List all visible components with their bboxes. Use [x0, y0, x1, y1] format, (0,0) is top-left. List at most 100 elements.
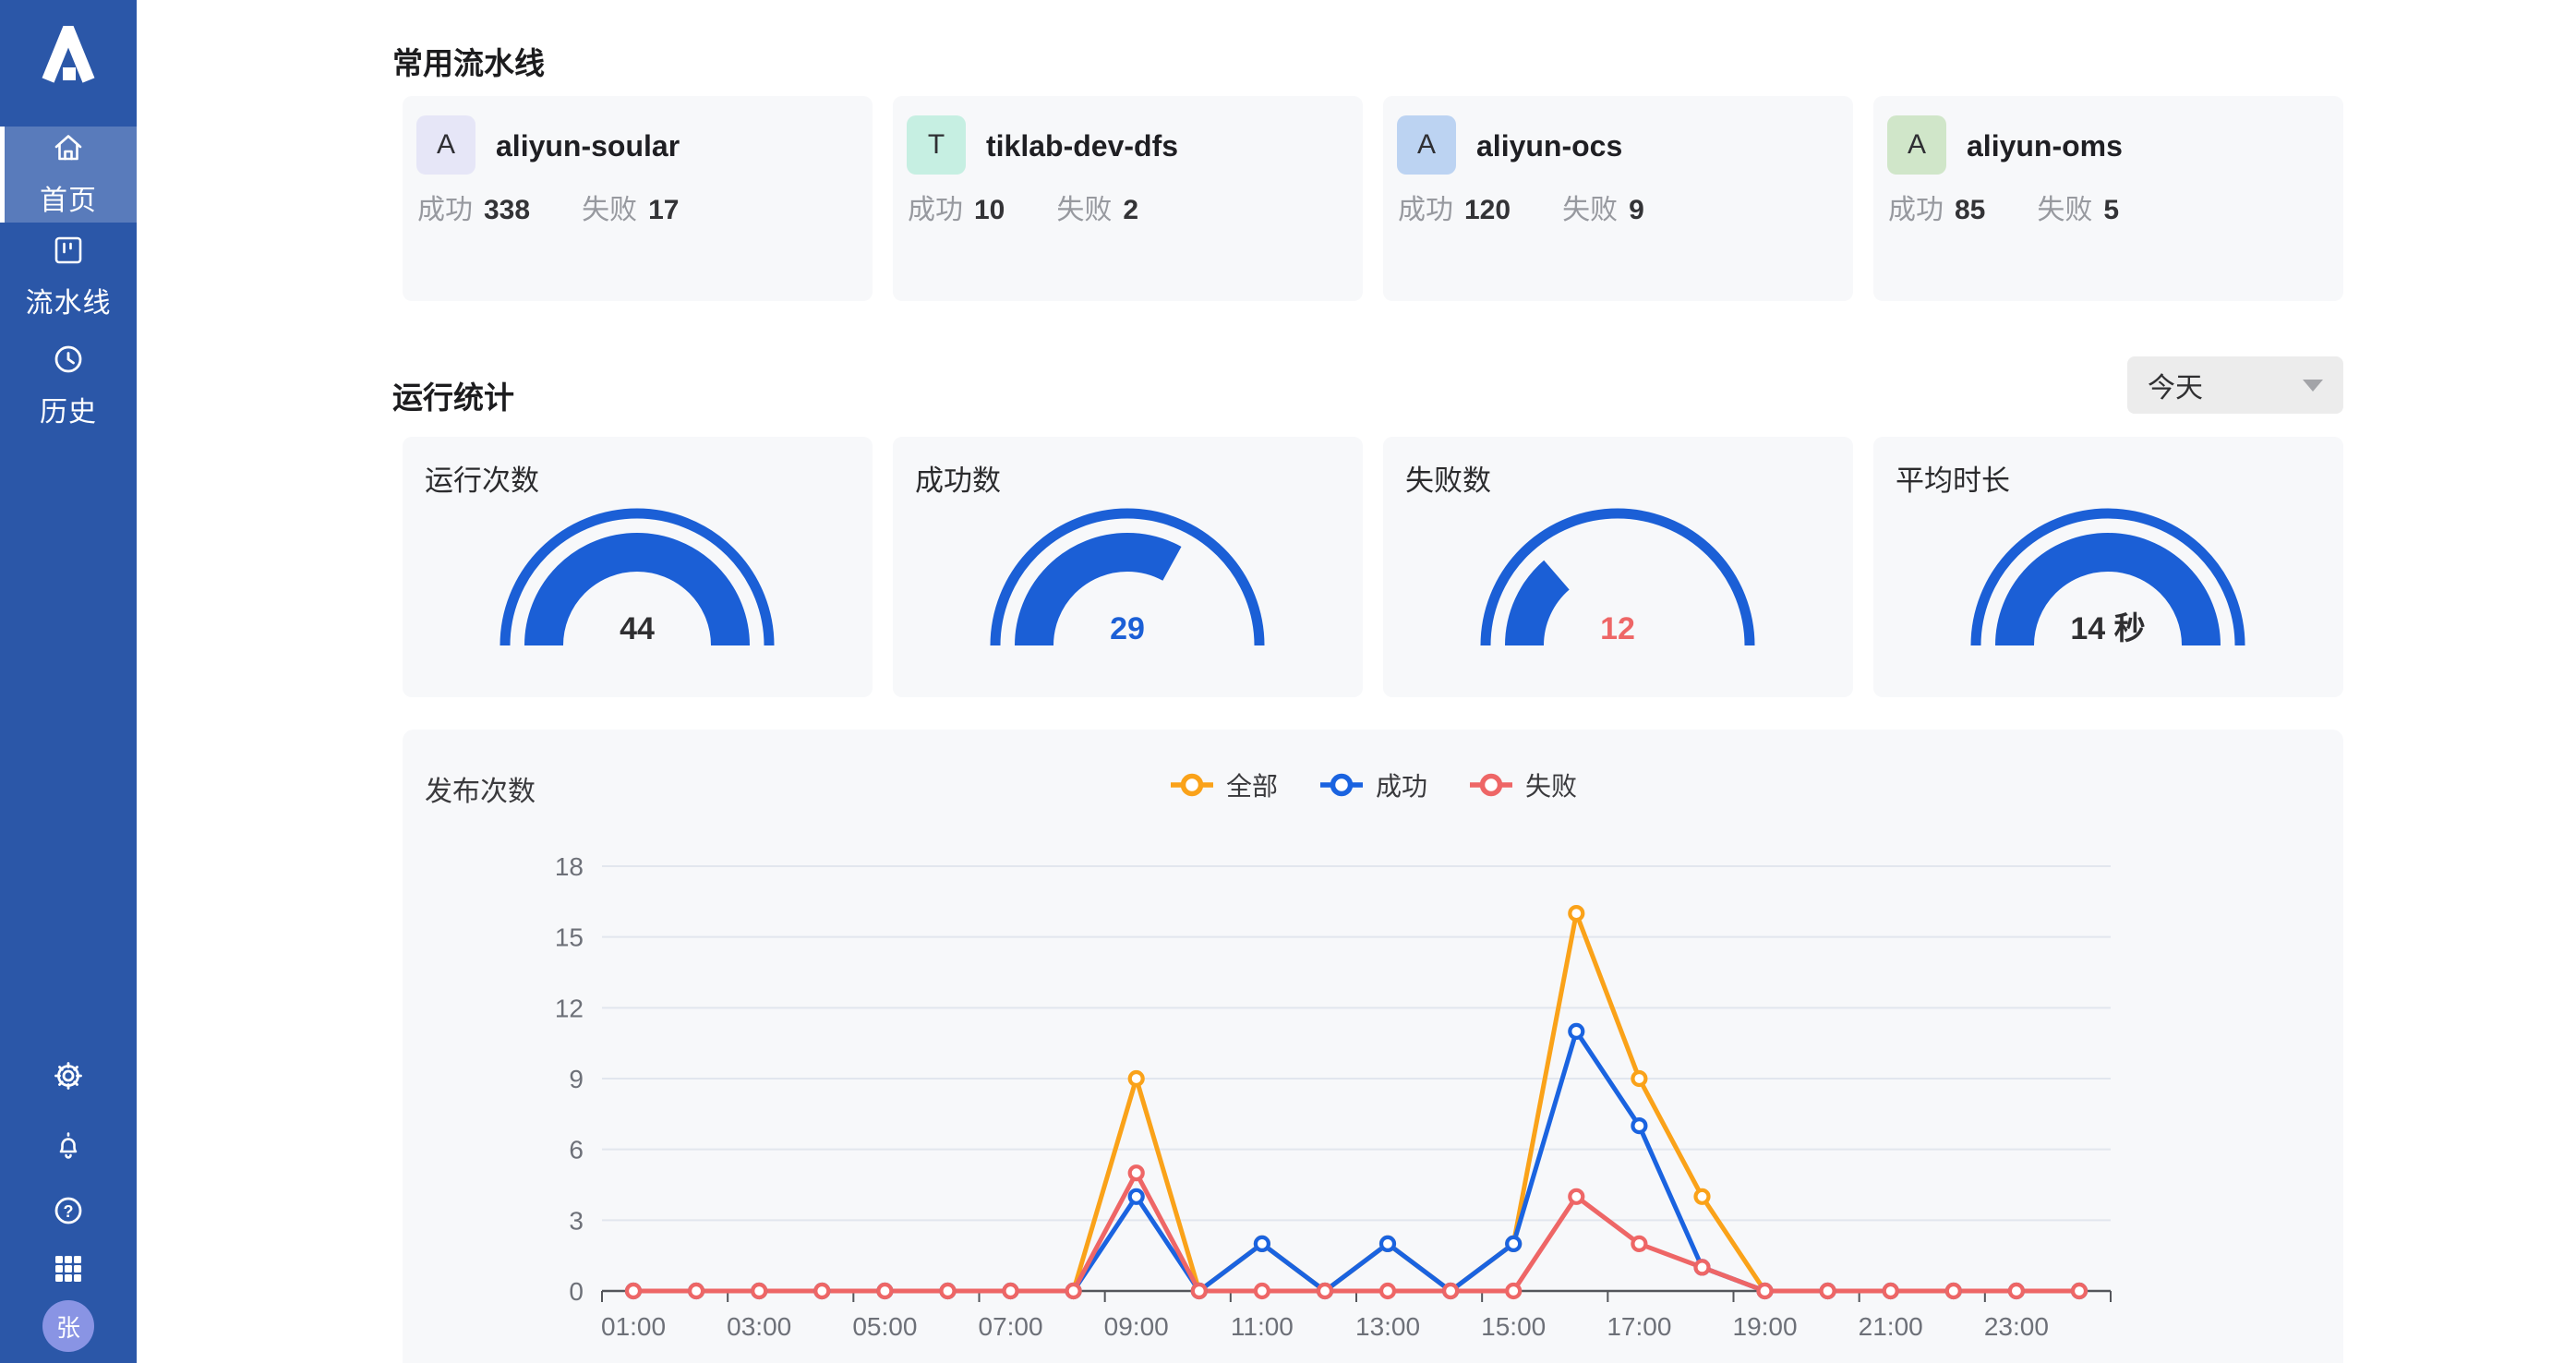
time-range-dropdown[interactable]: 今天	[2127, 356, 2343, 414]
pipeline-avatar: A	[1887, 115, 1946, 175]
legend-item-失败[interactable]: 失败	[1468, 766, 1577, 803]
pipeline-name: aliyun-soular	[496, 129, 680, 163]
fail-count: 17	[648, 195, 680, 225]
svg-text:17:00: 17:00	[1607, 1312, 1671, 1341]
apps-grid-icon[interactable]	[52, 1252, 85, 1285]
release-chart-panel: 发布次数 全部 成功 失败 0 3 6 9 12 15 18 01:00 03:00 05:00 07:…	[403, 730, 2343, 1363]
pipeline-stats: 成功 338 失败 17	[417, 187, 679, 227]
sidebar-item-label: 首页	[40, 186, 97, 216]
fail-count: 2	[1123, 195, 1139, 225]
fail-label: 失败	[582, 195, 638, 225]
svg-text:05:00: 05:00	[852, 1312, 917, 1341]
success-count: 85	[1955, 195, 1986, 225]
sidebar-item-pipeline[interactable]: 流水线	[0, 231, 137, 323]
chart-legend: 全部 成功 失败	[403, 766, 2343, 803]
pipeline-avatar: T	[907, 115, 966, 175]
gauge-cards-row: 运行次数 44 成功数 29 失败数 12 平均时长 14 秒	[403, 437, 2343, 697]
svg-text:19:00: 19:00	[1733, 1312, 1798, 1341]
success-label: 成功	[1398, 195, 1453, 225]
svg-text:15: 15	[555, 923, 584, 952]
sidebar-item-history[interactable]: 历史	[0, 340, 137, 432]
svg-text:3: 3	[569, 1206, 584, 1235]
pipeline-icon	[52, 234, 85, 271]
fail-label: 失败	[2037, 195, 2093, 225]
chart-title: 发布次数	[425, 777, 536, 807]
pipeline-name: tiklab-dev-dfs	[986, 129, 1179, 163]
help-icon[interactable]: ?	[52, 1194, 85, 1227]
pipeline-name: aliyun-ocs	[1476, 129, 1623, 163]
success-label: 成功	[417, 195, 473, 225]
svg-text:9: 9	[569, 1065, 584, 1093]
sidebar-item-home[interactable]: 首页	[0, 127, 137, 223]
legend-marker-icon	[1470, 773, 1512, 797]
fail-label: 失败	[1562, 195, 1619, 225]
success-count: 10	[974, 195, 1005, 225]
gauge-value: 29	[1110, 611, 1145, 646]
gauge-value: 14 秒	[2070, 611, 2145, 646]
user-avatar-initial: 张	[55, 1313, 80, 1342]
gauge-value: 44	[620, 611, 655, 646]
svg-text:23:00: 23:00	[1984, 1312, 2049, 1341]
gauge-chart: 14 秒	[1970, 508, 2245, 646]
legend-label: 全部	[1225, 772, 1278, 801]
svg-text:21:00: 21:00	[1859, 1312, 1923, 1341]
chevron-down-icon	[2303, 379, 2323, 392]
stats-section-title: 运行统计	[392, 380, 514, 415]
svg-text:07:00: 07:00	[979, 1312, 1043, 1341]
fail-count: 9	[1629, 195, 1644, 225]
svg-text:09:00: 09:00	[1104, 1312, 1169, 1341]
sidebar: 首页 流水线 历史	[0, 0, 137, 1363]
success-count: 120	[1464, 195, 1511, 225]
legend-label: 失败	[1525, 772, 1578, 801]
success-count: 338	[484, 195, 531, 225]
legend-item-成功[interactable]: 成功	[1318, 766, 1427, 803]
svg-text:18: 18	[555, 852, 584, 881]
legend-item-全部[interactable]: 全部	[1169, 766, 1278, 803]
svg-text:01:00: 01:00	[601, 1312, 666, 1341]
gauge-label: 失败数	[1405, 464, 1491, 497]
fail-count: 5	[2103, 195, 2120, 225]
gauge-label: 运行次数	[425, 464, 539, 497]
svg-text:6: 6	[569, 1136, 584, 1164]
gauge-chart: 29	[990, 508, 1265, 646]
gauge-card: 运行次数 44	[403, 437, 873, 697]
legend-marker-icon	[1170, 773, 1213, 797]
home-icon	[52, 131, 85, 169]
success-label: 成功	[908, 195, 963, 225]
svg-text:0: 0	[569, 1277, 584, 1306]
release-line-chart: 0 3 6 9 12 15 18 01:00 03:00 05:00 07:00 09:00 11:00…	[555, 852, 2112, 1341]
svg-text:15:00: 15:00	[1481, 1312, 1546, 1341]
svg-text:?: ?	[64, 1202, 74, 1221]
gauge-card: 成功数 29	[893, 437, 1363, 697]
svg-text:13:00: 13:00	[1355, 1312, 1420, 1341]
app-logo-icon[interactable]	[42, 13, 95, 83]
gauge-chart: 44	[500, 508, 775, 646]
time-range-value: 今天	[2148, 373, 2203, 404]
settings-gear-icon[interactable]	[52, 1059, 85, 1092]
user-avatar[interactable]: 张	[42, 1300, 94, 1352]
notifications-bell-icon[interactable]	[52, 1128, 85, 1162]
success-label: 成功	[1888, 195, 1944, 225]
svg-text:03:00: 03:00	[727, 1312, 791, 1341]
fail-label: 失败	[1056, 195, 1113, 225]
gauge-chart: 12	[1480, 508, 1755, 646]
pipeline-avatar: A	[416, 115, 475, 175]
sidebar-item-label: 历史	[40, 397, 97, 428]
pipeline-avatar: A	[1397, 115, 1456, 175]
legend-label: 成功	[1375, 772, 1427, 801]
svg-text:12: 12	[555, 994, 584, 1022]
svg-text:11:00: 11:00	[1231, 1312, 1294, 1341]
gauge-card: 平均时长 14 秒	[1873, 437, 2343, 697]
pipeline-stats: 成功 10 失败 2	[908, 187, 1138, 227]
gauge-value: 12	[1600, 611, 1635, 646]
pipeline-name: aliyun-oms	[1967, 129, 2123, 163]
gauge-card: 失败数 12	[1383, 437, 1853, 697]
gauge-label: 平均时长	[1896, 464, 2010, 497]
pipelines-section-title: 常用流水线	[392, 46, 545, 80]
pipeline-stats: 成功 120 失败 9	[1398, 187, 1644, 227]
